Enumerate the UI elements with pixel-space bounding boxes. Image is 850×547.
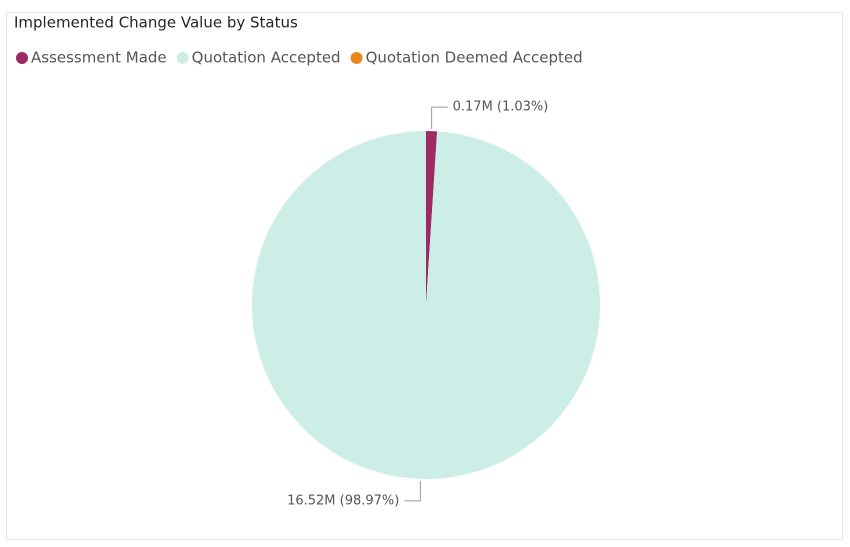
data-label: 16.52M (98.97%) (287, 493, 399, 508)
legend-label: Quotation Deemed Accepted (366, 49, 583, 67)
data-label: 0.17M (1.03%) (453, 100, 549, 115)
chart-title: Implemented Change Value by Status (14, 14, 298, 32)
legend-label: Assessment Made (31, 49, 167, 67)
legend-swatch (176, 52, 189, 64)
leader-line (431, 106, 448, 130)
leader-line (404, 480, 421, 502)
pie-slice (426, 131, 438, 305)
legend-swatch (16, 52, 28, 64)
legend-swatch (350, 52, 363, 64)
legend-label: Quotation Accepted (192, 49, 341, 67)
pie-slice (251, 131, 600, 479)
